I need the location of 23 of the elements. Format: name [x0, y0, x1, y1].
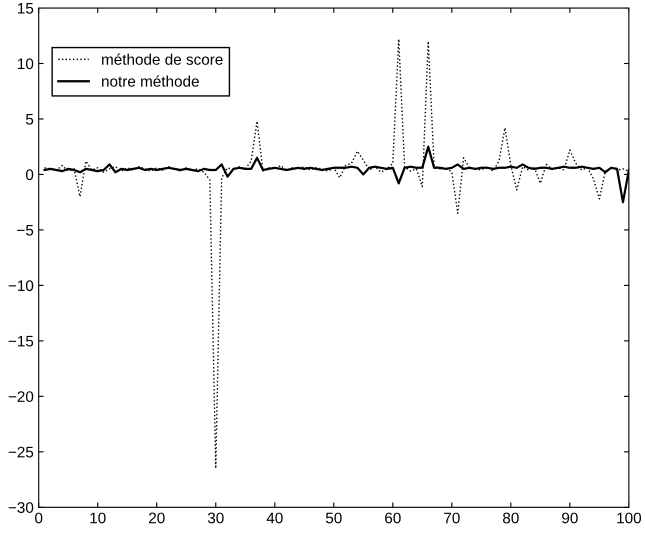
- legend-label: méthode de score: [102, 53, 223, 65]
- x-tick-label: 70: [444, 512, 460, 524]
- x-tick-label: 40: [266, 512, 283, 524]
- x-tick-label: 50: [326, 512, 342, 524]
- x-tick-label: 60: [385, 512, 401, 524]
- y-tick-label: 0: [26, 169, 34, 180]
- y-tick-label: −30: [8, 502, 34, 513]
- y-tick-label: −25: [8, 446, 34, 458]
- x-tick-label: 90: [562, 512, 578, 524]
- x-tick-label: 20: [149, 512, 165, 524]
- legend-label: notre méthode: [102, 75, 199, 87]
- y-tick-label: 5: [26, 114, 34, 125]
- x-tick-label: 80: [503, 512, 519, 524]
- y-tick-label: 10: [18, 58, 34, 70]
- y-tick-label: −15: [8, 336, 34, 347]
- y-tick-label: −5: [17, 224, 34, 236]
- y-tick-label: −20: [8, 391, 34, 402]
- x-tick-label: 30: [208, 512, 224, 524]
- y-tick-label: 15: [18, 3, 34, 14]
- x-tick-label: 0: [35, 512, 42, 524]
- x-tick-label: 100: [617, 512, 642, 524]
- y-tick-label: −10: [8, 280, 34, 292]
- x-tick-label: 10: [90, 512, 106, 524]
